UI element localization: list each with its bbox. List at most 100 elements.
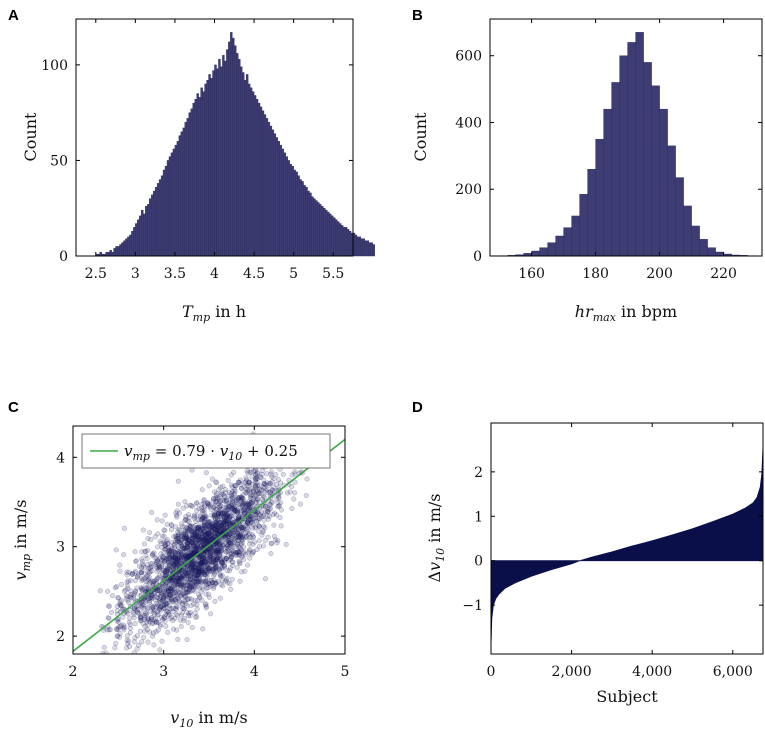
scatter-point: [176, 571, 182, 577]
scatter-point: [174, 604, 180, 610]
scatter-point: [217, 530, 224, 536]
scatter-point: [201, 510, 207, 516]
scatter-point: [167, 567, 173, 573]
scatter-point: [132, 589, 139, 595]
x-tick-label-c: 2: [69, 664, 78, 680]
scatter-point: [242, 535, 248, 541]
scatter-point: [208, 536, 214, 542]
scatter-point: [117, 562, 123, 568]
scatter-point: [125, 578, 132, 584]
scatter-point: [204, 534, 210, 540]
scatter-point: [204, 585, 210, 591]
scatter-point: [211, 511, 217, 517]
scatter-point: [213, 498, 219, 504]
scatter-point: [151, 617, 157, 623]
scatter-point: [145, 535, 151, 542]
scatter-point: [205, 530, 211, 536]
scatter-point: [292, 471, 298, 477]
scatter-point: [172, 574, 178, 581]
scatter-point: [252, 511, 258, 517]
scatter-point: [236, 532, 242, 538]
scatter-point: [114, 626, 120, 632]
scatter-point: [156, 606, 162, 612]
scatter-point: [275, 500, 281, 506]
scatter-point: [271, 484, 277, 490]
scatter-point: [201, 497, 207, 503]
scatter-point: [216, 541, 222, 547]
scatter-point: [231, 469, 237, 475]
scatter-point: [169, 577, 175, 583]
scatter-point: [244, 468, 250, 474]
scatter-point: [172, 597, 178, 603]
scatter-point: [247, 493, 254, 499]
bar-b: [715, 251, 724, 257]
scatter-point: [173, 572, 179, 578]
scatter-point: [163, 586, 170, 592]
scatter-point: [149, 509, 155, 515]
bar-a: [143, 213, 146, 257]
scatter-point: [161, 558, 167, 565]
scatter-point: [235, 510, 241, 516]
bar-b: [627, 42, 636, 257]
scatter-point: [212, 512, 218, 518]
scatter-point: [127, 615, 133, 621]
scatter-point: [168, 578, 174, 584]
scatter-point: [243, 489, 249, 495]
scatter-point: [217, 507, 223, 513]
scatter-point: [180, 552, 186, 558]
scatter-point: [237, 532, 243, 538]
scatter-point: [271, 522, 277, 528]
scatter-point: [137, 614, 144, 620]
scatter-point: [168, 564, 175, 570]
scatter-point: [220, 524, 226, 530]
scatter-point: [239, 495, 245, 501]
xlabel-c-unit: in m/s: [193, 708, 247, 727]
scatter-point: [223, 497, 229, 503]
scatter-point: [231, 519, 237, 525]
scatter-point: [169, 539, 175, 545]
scatter-point: [209, 545, 215, 551]
scatter-point: [172, 590, 178, 596]
scatter-point: [245, 562, 251, 568]
scatter-point: [200, 586, 206, 592]
scatter-point: [200, 555, 206, 562]
scatter-point: [124, 569, 130, 575]
scatter-point: [168, 586, 174, 592]
bar-a: [236, 53, 239, 257]
scatter-point: [158, 615, 164, 621]
x-tick-label-b: 160: [518, 266, 545, 282]
scatter-point: [160, 567, 166, 573]
bar-a: [121, 242, 124, 257]
y-tick-label-d: 2: [474, 465, 483, 481]
scatter-point: [225, 477, 231, 483]
scatter-point: [205, 521, 211, 527]
scatter-point: [134, 574, 141, 580]
bar-a: [147, 204, 150, 257]
scatter-point: [241, 525, 247, 531]
scatter-point: [207, 535, 213, 541]
scatter-point: [167, 566, 173, 572]
scatter-point: [118, 581, 124, 588]
scatter-point: [234, 564, 240, 571]
scatter-point: [251, 549, 257, 555]
scatter-point: [223, 549, 229, 555]
scatter-point: [228, 550, 234, 556]
bar-b: [563, 227, 572, 257]
scatter-point: [238, 525, 244, 531]
xlabel-a-main: T: [182, 302, 194, 321]
scatter-point: [206, 502, 212, 508]
scatter-point: [229, 516, 235, 522]
scatter-point: [214, 548, 220, 554]
scatter-point: [180, 505, 186, 511]
bar-b: [619, 55, 628, 257]
scatter-point: [253, 484, 259, 490]
scatter-point: [121, 588, 127, 594]
scatter-point: [173, 538, 179, 544]
scatter-point: [173, 510, 179, 516]
bar-a: [331, 215, 334, 257]
ylabel-b: Count: [411, 112, 430, 161]
scatter-point: [244, 524, 251, 530]
bar-a: [232, 37, 235, 257]
scatter-point: [183, 553, 190, 559]
